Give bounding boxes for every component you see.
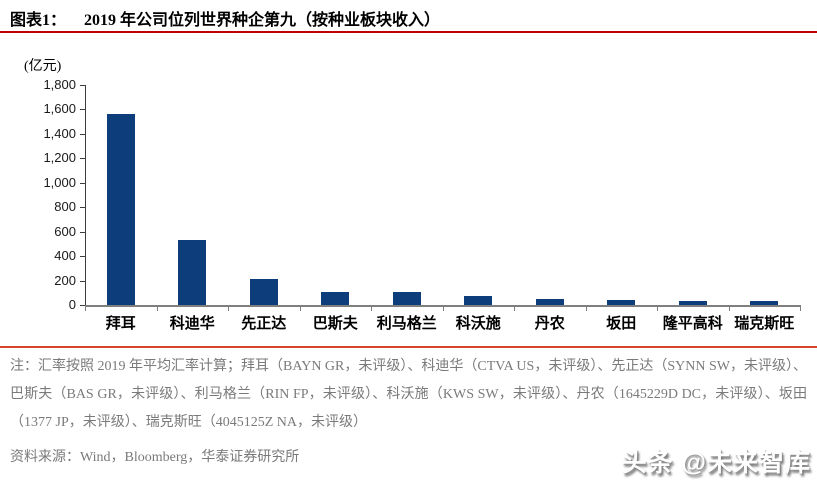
x-tick-mark <box>514 307 515 311</box>
bar-瑞克斯旺 <box>750 301 779 305</box>
y-tick-label: 1,600 <box>43 101 76 117</box>
y-tick-mark <box>80 182 85 184</box>
toutiao-watermark: 头条 @未来智库 <box>621 449 811 477</box>
chart-note: 注：汇率按照 2019 年平均汇率计算；拜耳（BAYN GR，未评级）、科迪华（… <box>10 359 807 430</box>
bar-隆平高科 <box>678 300 707 305</box>
bar-slot <box>657 85 729 305</box>
bar-slot <box>157 85 229 305</box>
bar-slot <box>729 85 801 305</box>
bar-丹农 <box>535 299 564 305</box>
figure-header: 图表1： 2019 年公司位列世界种企第九（按种业板块收入） <box>10 6 810 30</box>
y-tick-mark <box>80 207 85 209</box>
category-label-丹农: 丹农 <box>534 316 565 332</box>
y-tick-mark <box>80 256 85 258</box>
y-tick-label: 1,000 <box>43 174 76 190</box>
category-label-科沃施: 科沃施 <box>455 316 501 332</box>
y-tick-label: 800 <box>54 199 76 215</box>
category-label-利马格兰: 利马格兰 <box>376 316 437 332</box>
y-tick-label: 1,200 <box>43 150 76 166</box>
category-label-先正达: 先正达 <box>241 316 287 332</box>
category-label-拜耳: 拜耳 <box>105 316 136 332</box>
bar-slot <box>300 85 372 305</box>
bar-拜耳 <box>106 114 135 305</box>
x-tick-mark <box>299 307 301 311</box>
y-tick-mark <box>80 109 85 111</box>
bar-坂田 <box>607 300 636 305</box>
y-tick-label: 1,400 <box>43 125 76 141</box>
y-tick-label: 200 <box>54 272 76 288</box>
notes-divider-rule <box>0 346 817 348</box>
figure-number-label: 图表1： <box>10 12 67 29</box>
x-axis-line <box>85 305 801 307</box>
y-tick-mark <box>80 231 85 233</box>
bar-slot <box>85 85 157 305</box>
category-label-巴斯夫: 巴斯夫 <box>312 316 358 332</box>
y-tick-mark <box>80 85 85 86</box>
y-tick-mark <box>80 158 85 160</box>
bar-slot <box>371 85 443 305</box>
y-tick-mark <box>80 133 85 135</box>
y-axis-line <box>85 85 86 306</box>
bar-利马格兰 <box>392 291 421 305</box>
bar-先正达 <box>249 278 278 305</box>
bars-row <box>85 85 800 305</box>
bar-slot <box>228 85 300 305</box>
category-label-科迪华: 科迪华 <box>169 316 215 332</box>
category-label-瑞克斯旺: 瑞克斯旺 <box>734 316 795 332</box>
y-tick-label: 600 <box>54 223 76 239</box>
y-tick-mark <box>80 280 85 282</box>
data-source: 资料来源：Wind，Bloomberg，华泰证券研究所 <box>10 450 300 465</box>
figure-title: 2019 年公司位列世界种企第九（按种业板块收入） <box>84 12 441 29</box>
title-underline-rule <box>0 31 817 33</box>
bar-chart: (亿元) 1,800 1,600 1,400 1,200 1,000 800 600 400 2… <box>24 59 801 333</box>
bar-科沃施 <box>464 296 493 305</box>
y-tick-label: 1,800 <box>43 77 76 92</box>
x-tick-mark <box>657 307 658 311</box>
bar-科迪华 <box>178 240 207 305</box>
x-tick-mark <box>156 307 158 311</box>
y-tick-label: 400 <box>54 248 76 264</box>
y-tick-label: 0 <box>68 297 76 312</box>
category-labels-row: 拜耳 科迪华 先正达 巴斯夫 利马格兰 科沃施 丹农 坂田 隆平高科 瑞克斯旺 <box>85 312 800 333</box>
category-label-隆平高科: 隆平高科 <box>662 316 723 332</box>
y-tick-mark <box>80 305 85 306</box>
bar-巴斯夫 <box>321 292 350 305</box>
x-tick-mark <box>585 307 587 311</box>
x-tick-mark <box>800 307 801 311</box>
bar-slot <box>586 85 658 305</box>
x-tick-mark <box>371 307 372 311</box>
category-label-坂田: 坂田 <box>606 316 637 332</box>
x-tick-mark <box>85 307 86 311</box>
bar-slot <box>443 85 515 305</box>
y-axis-unit-label: (亿元) <box>24 59 62 74</box>
x-tick-mark <box>442 307 444 311</box>
x-tick-mark <box>728 307 730 311</box>
bar-slot <box>514 85 586 305</box>
x-tick-mark <box>228 307 229 311</box>
